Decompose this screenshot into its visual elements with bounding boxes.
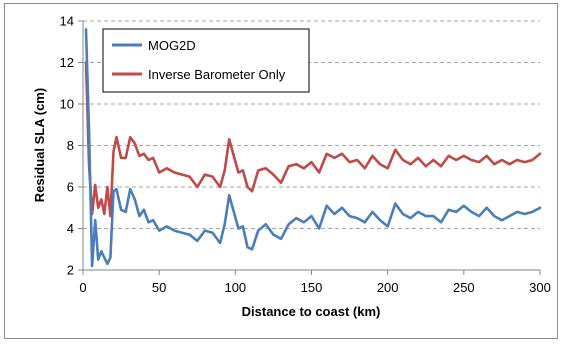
legend: MOG2D Inverse Barometer Only	[102, 28, 310, 93]
y-tick-label-2: 2	[67, 263, 74, 278]
series-line-mog2d	[84, 27, 542, 268]
legend-label-mog2d: MOG2D	[148, 38, 196, 53]
legend-box	[102, 28, 310, 93]
x-tick-labels: 0 50 100 150 200 250 300	[79, 280, 550, 295]
x-tick-label-50: 50	[152, 280, 166, 295]
x-tick-label-150: 150	[301, 280, 323, 295]
gridlines	[83, 20, 540, 229]
y-tick-label-6: 6	[67, 180, 74, 195]
x-tick-label-300: 300	[529, 280, 551, 295]
y-axis-title: Residual SLA (cm)	[32, 88, 47, 202]
y-tick-label-14: 14	[60, 14, 74, 29]
y-tick-label-8: 8	[67, 138, 74, 153]
series-lines	[84, 27, 542, 268]
x-tick-label-250: 250	[453, 280, 475, 295]
y-tick-label-4: 4	[67, 221, 74, 236]
y-tick-labels: 2 4 6 8 10 12 14	[60, 14, 74, 278]
axes	[78, 20, 541, 275]
legend-label-inverse-barometer: Inverse Barometer Only	[148, 67, 286, 82]
x-axis-title: Distance to coast (km)	[242, 304, 381, 319]
x-tick-label-0: 0	[79, 280, 86, 295]
y-tick-label-10: 10	[60, 97, 74, 112]
y-tick-label-12: 12	[60, 55, 74, 70]
x-tick-label-100: 100	[224, 280, 246, 295]
x-tick-label-200: 200	[377, 280, 399, 295]
series-line-inverse-barometer	[84, 61, 542, 218]
